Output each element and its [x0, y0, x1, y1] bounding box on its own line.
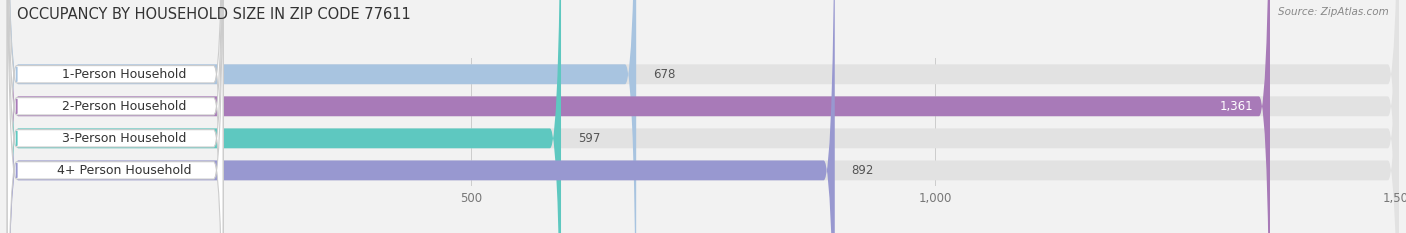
- FancyBboxPatch shape: [7, 0, 224, 233]
- FancyBboxPatch shape: [7, 0, 636, 233]
- FancyBboxPatch shape: [7, 0, 1399, 233]
- Text: 1-Person Household: 1-Person Household: [62, 68, 187, 81]
- FancyBboxPatch shape: [7, 0, 224, 233]
- Text: Source: ZipAtlas.com: Source: ZipAtlas.com: [1278, 7, 1389, 17]
- FancyBboxPatch shape: [7, 0, 1399, 233]
- FancyBboxPatch shape: [7, 0, 224, 233]
- Text: 2-Person Household: 2-Person Household: [62, 100, 187, 113]
- FancyBboxPatch shape: [7, 0, 1399, 233]
- FancyBboxPatch shape: [7, 0, 835, 233]
- FancyBboxPatch shape: [7, 0, 1270, 233]
- Text: OCCUPANCY BY HOUSEHOLD SIZE IN ZIP CODE 77611: OCCUPANCY BY HOUSEHOLD SIZE IN ZIP CODE …: [17, 7, 411, 22]
- Text: 1,361: 1,361: [1219, 100, 1253, 113]
- FancyBboxPatch shape: [7, 0, 1399, 233]
- Text: 597: 597: [578, 132, 600, 145]
- Text: 678: 678: [652, 68, 675, 81]
- Text: 3-Person Household: 3-Person Household: [62, 132, 187, 145]
- FancyBboxPatch shape: [7, 0, 224, 233]
- Text: 892: 892: [852, 164, 875, 177]
- Text: 4+ Person Household: 4+ Person Household: [58, 164, 191, 177]
- FancyBboxPatch shape: [7, 0, 561, 233]
